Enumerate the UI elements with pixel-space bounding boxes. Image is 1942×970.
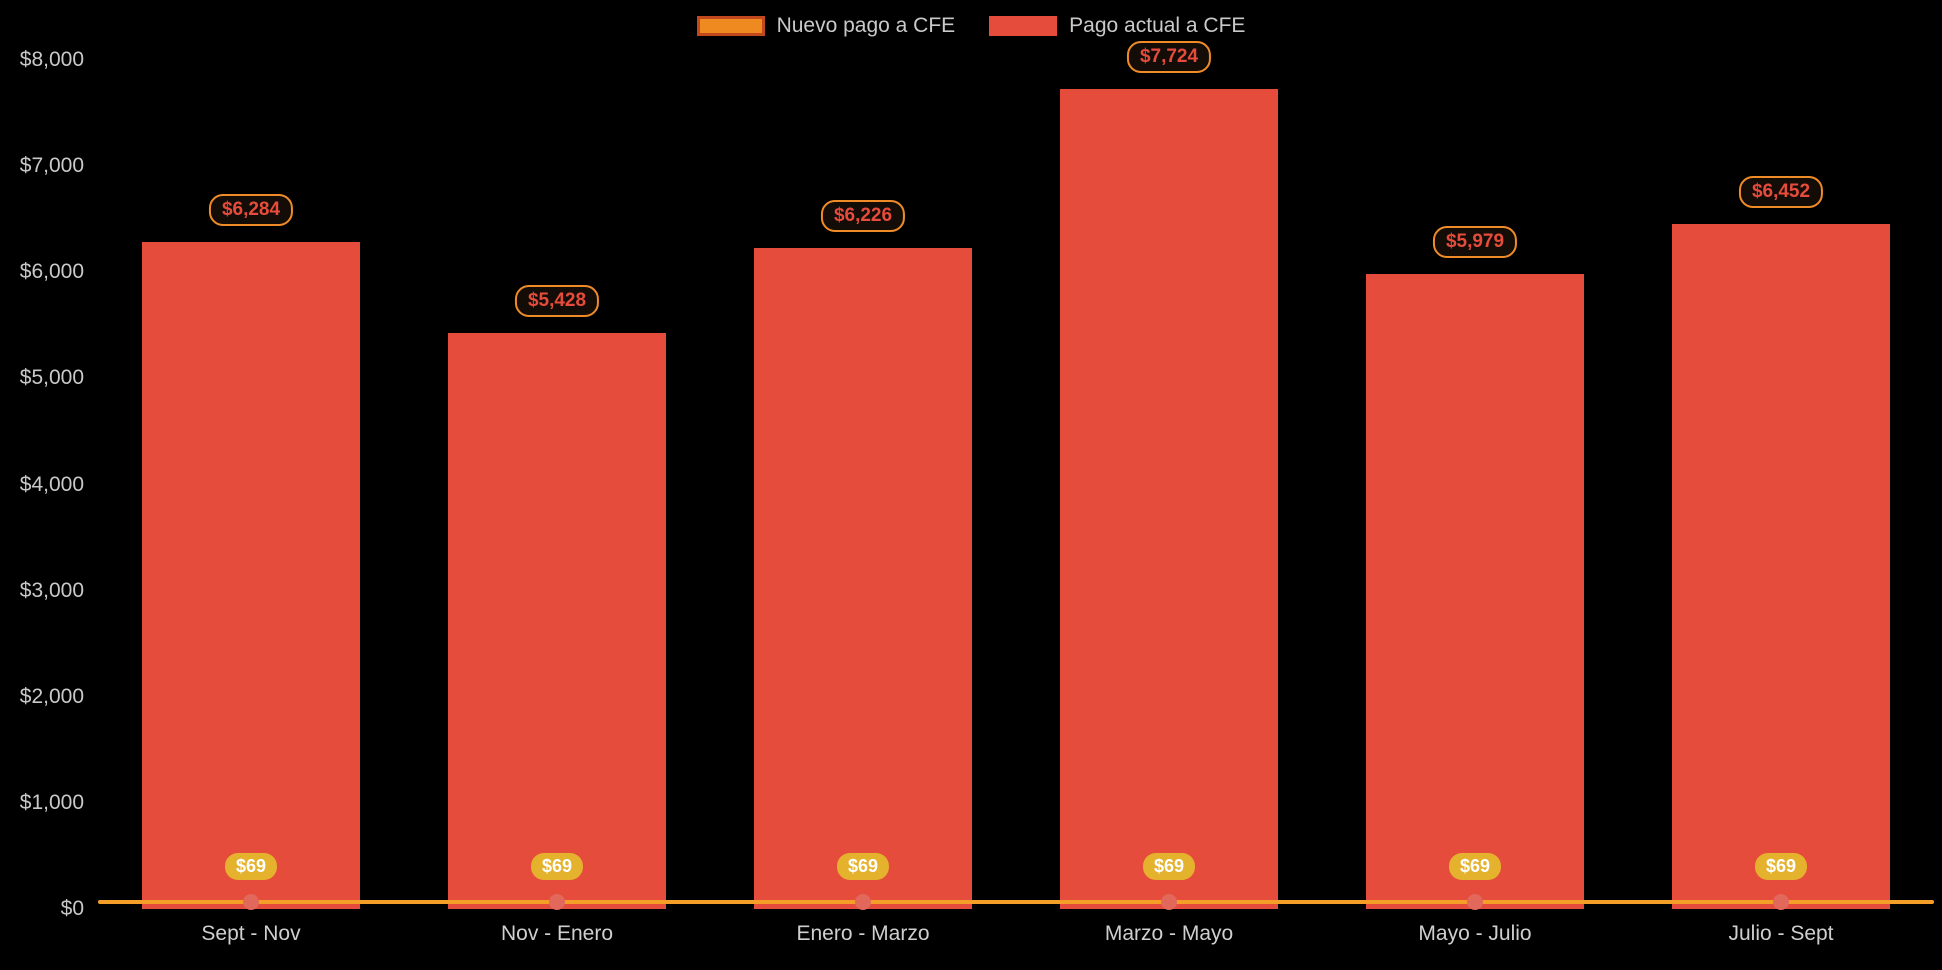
y-axis-tick-label: $8,000	[19, 48, 84, 71]
x-axis-category-label: Marzo - Mayo	[1104, 922, 1234, 945]
legend-swatch-nuevo-pago-icon	[696, 16, 765, 36]
line-point-marker[interactable]	[855, 893, 871, 910]
x-axis: Sept - Nov Nov - Enero Enero - Marzo Marzo …	[98, 922, 1934, 954]
x-axis-category-label: Enero - Marzo	[796, 922, 930, 945]
line-point-value-label: $69	[1754, 852, 1808, 880]
legend-label-nuevo-pago: Nuevo pago a CFE	[776, 14, 956, 37]
legend: Nuevo pago a CFE Pago actual a CFE	[0, 14, 1942, 38]
line-point-value-label: $69	[530, 852, 584, 880]
y-axis-tick-label: $4,000	[19, 472, 84, 496]
line-point-marker[interactable]	[243, 893, 259, 910]
legend-label-pago-actual: Pago actual a CFE	[1069, 14, 1246, 37]
bar-pago-actual[interactable]	[448, 332, 666, 909]
y-axis-tick-label: $0	[60, 897, 84, 920]
legend-item-nuevo-pago[interactable]: Nuevo pago a CFE	[696, 14, 956, 38]
line-point-value-label: $69	[224, 852, 278, 880]
bar-value-label: $6,452	[1738, 176, 1824, 209]
line-point-marker[interactable]	[1773, 893, 1789, 910]
y-axis-tick-label: $3,000	[19, 578, 84, 602]
line-point-marker[interactable]	[549, 893, 565, 910]
bar-value-label: $6,226	[820, 200, 906, 233]
line-point-value-label: $69	[836, 852, 890, 880]
x-axis-category-label: Sept - Nov	[201, 922, 301, 945]
line-point-value-label: $69	[1142, 852, 1196, 880]
y-axis-tick-label: $7,000	[19, 154, 84, 178]
y-axis-tick-label: $2,000	[19, 684, 84, 708]
legend-swatch-pago-actual-icon	[989, 16, 1058, 36]
bar-pago-actual[interactable]	[1366, 274, 1584, 909]
bar-pago-actual[interactable]	[754, 248, 972, 909]
line-point-marker[interactable]	[1467, 893, 1483, 910]
y-axis-tick-label: $5,000	[19, 366, 84, 390]
bar-pago-actual[interactable]	[1672, 224, 1890, 909]
plot-area: $6,284 $5,428 $6,226 $7,724 $5,979 $6,452 $69 $…	[98, 41, 1934, 910]
x-axis-category-label: Mayo - Julio	[1418, 922, 1532, 945]
line-nuevo-pago	[98, 899, 1934, 904]
bar-value-label: $5,979	[1432, 226, 1518, 259]
x-axis-category-label: Nov - Enero	[500, 922, 614, 945]
x-axis-category-label: Julio - Sept	[1728, 922, 1834, 945]
bar-value-label: $7,724	[1126, 41, 1212, 74]
line-point-value-label: $69	[1448, 852, 1502, 880]
legend-item-pago-actual[interactable]: Pago actual a CFE	[989, 14, 1245, 38]
bar-pago-actual[interactable]	[1060, 89, 1278, 909]
y-axis: $0 $1,000 $2,000 $3,000 $4,000 $5,000 $6,000 $7…	[0, 48, 86, 920]
y-axis-tick-label: $1,000	[19, 790, 84, 814]
bar-pago-actual[interactable]	[142, 242, 360, 909]
line-point-marker[interactable]	[1161, 893, 1177, 910]
y-axis-tick-label: $6,000	[19, 260, 84, 284]
bar-value-label: $6,284	[208, 194, 294, 227]
bar-value-label: $5,428	[514, 284, 600, 317]
